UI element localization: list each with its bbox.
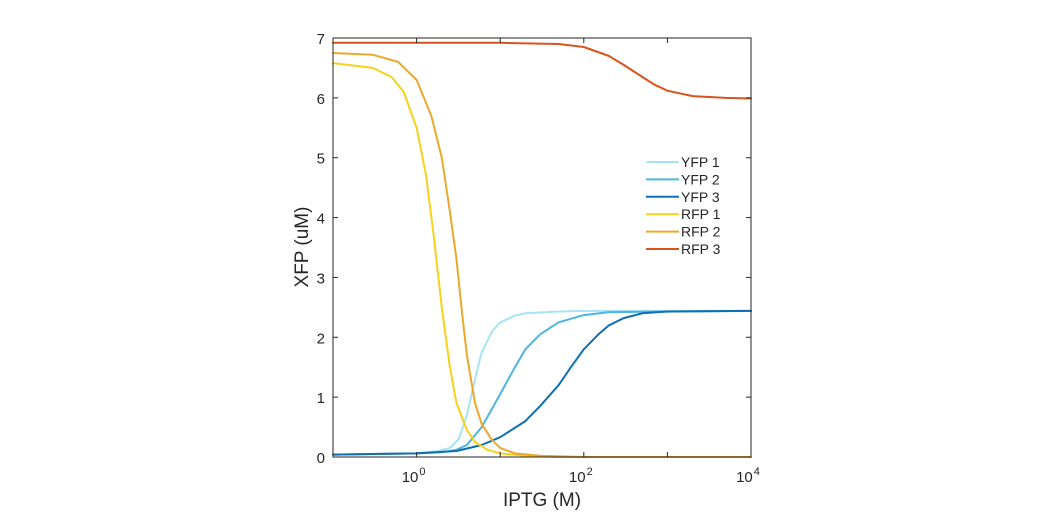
y-tick-label: 4 [317,211,325,228]
legend-label: RFP 2 [681,224,721,240]
x-tick-label: 100 [402,466,426,486]
y-tick-label: 2 [317,330,325,347]
y-axis-label: XFP (uM) [292,207,313,288]
x-tick-label: 102 [569,466,593,486]
y-tick-label: 3 [317,270,325,287]
x-axis-ticks: 100 102 104 [332,38,760,486]
y-tick-label: 1 [317,390,325,407]
legend-label: RFP 3 [681,241,721,257]
legend-label: YFP 1 [681,154,720,170]
legend-label: YFP 2 [681,171,720,187]
y-axis-ticks: 0 1 2 3 4 5 6 7 [317,31,751,467]
series-line-1 [332,309,752,456]
series-line-4 [332,62,752,458]
series-line-5 [332,52,752,458]
series-line-2 [332,309,752,456]
y-tick-label: 7 [317,31,325,48]
y-tick-label: 5 [317,151,325,168]
y-tick-label: 0 [317,450,325,467]
plot-area-frame [332,37,752,458]
series-line-3 [332,309,752,456]
x-axis-label: IPTG (M) [503,490,581,511]
x-tick-label: 104 [736,466,760,486]
legend-label: RFP 1 [681,206,721,222]
series-line-6 [332,41,752,100]
legend-label: YFP 3 [681,189,720,205]
y-tick-label: 6 [317,91,325,108]
series-layer [332,41,752,458]
